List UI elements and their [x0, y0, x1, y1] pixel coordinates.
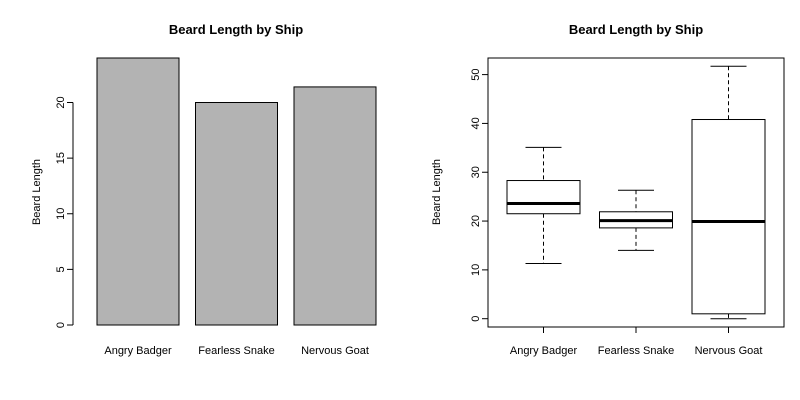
y-tick-label: 20 — [55, 96, 67, 108]
box-plot-x-axis: Angry Badger Fearless Snake Nervous Goat — [510, 327, 763, 357]
bar — [293, 86, 377, 326]
y-tick-label: 0 — [470, 316, 482, 322]
iqr-box — [506, 180, 581, 215]
box-plot-y-axis: 0 10 20 30 40 50 — [470, 68, 489, 322]
x-tick-label: Angry Badger — [104, 345, 172, 357]
iqr-box — [691, 119, 766, 315]
bar-chart-x-tick-labels: Angry Badger Fearless Snake Nervous Goat — [104, 345, 369, 357]
bar-chart-y-axis: 0 5 10 15 20 — [55, 96, 74, 328]
y-tick-label: 50 — [470, 68, 482, 80]
bar — [96, 57, 180, 326]
box-1 — [506, 146, 581, 265]
bar — [195, 102, 278, 326]
bar-chart-panel: Beard Length by Ship Beard Length 0 5 10 15… — [31, 22, 377, 357]
bar-chart-title: Beard Length by Ship — [169, 22, 303, 37]
bar-chart-bars — [96, 57, 377, 326]
y-tick-label: 0 — [55, 322, 67, 328]
y-tick-label: 20 — [470, 215, 482, 227]
box-plot-panel: Beard Length by Ship Beard Length 0 10 20 3… — [431, 22, 785, 357]
bar-chart-y-axis-label: Beard Length — [31, 159, 43, 225]
x-tick-label: Fearless Snake — [198, 345, 274, 357]
box-3 — [691, 65, 766, 320]
y-tick-label: 10 — [55, 208, 67, 220]
box-plot-title: Beard Length by Ship — [569, 22, 703, 37]
y-tick-label: 30 — [470, 166, 482, 178]
box-plot-y-axis-label: Beard Length — [431, 159, 443, 225]
y-tick-label: 40 — [470, 117, 482, 129]
y-tick-label: 5 — [55, 266, 67, 272]
box-plot-boxes — [506, 65, 766, 320]
box-2 — [599, 189, 673, 251]
y-tick-label: 15 — [55, 152, 67, 164]
x-tick-label: Fearless Snake — [598, 345, 674, 357]
x-tick-label: Nervous Goat — [695, 345, 763, 357]
x-tick-label: Angry Badger — [510, 345, 578, 357]
x-tick-label: Nervous Goat — [301, 345, 369, 357]
y-tick-label: 10 — [470, 264, 482, 276]
